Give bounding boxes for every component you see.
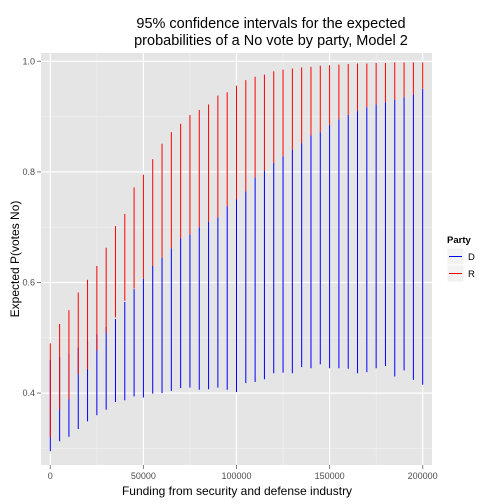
y-tick-label: 0.6 <box>22 278 35 288</box>
chart-title-line-2: probabilities of a No vote by party, Mod… <box>134 33 408 49</box>
legend: Party D R <box>446 235 475 283</box>
axis-ticks: 0 50000 100000 150000 200000 0.4 0.6 0.8 1.0 <box>22 56 437 481</box>
y-axis-label: Expected P(votes No) <box>8 201 22 318</box>
x-axis-label: Funding from security and defense indust… <box>122 484 352 498</box>
x-tick-label: 0 <box>48 471 53 481</box>
legend-label-d: D <box>468 252 475 263</box>
x-tick-label: 50000 <box>131 471 156 481</box>
legend-title: Party <box>447 235 471 246</box>
x-tick-label: 100000 <box>221 471 251 481</box>
y-tick-label: 1.0 <box>22 56 35 66</box>
chart-title-line-1: 95% confidence intervals for the expecte… <box>136 16 405 32</box>
legend-label-r: R <box>468 269 475 280</box>
y-tick-label: 0.4 <box>22 388 35 398</box>
y-tick-label: 0.8 <box>22 167 35 177</box>
error-bars <box>49 62 424 452</box>
x-tick-label: 150000 <box>315 471 345 481</box>
x-tick-label: 200000 <box>408 471 438 481</box>
